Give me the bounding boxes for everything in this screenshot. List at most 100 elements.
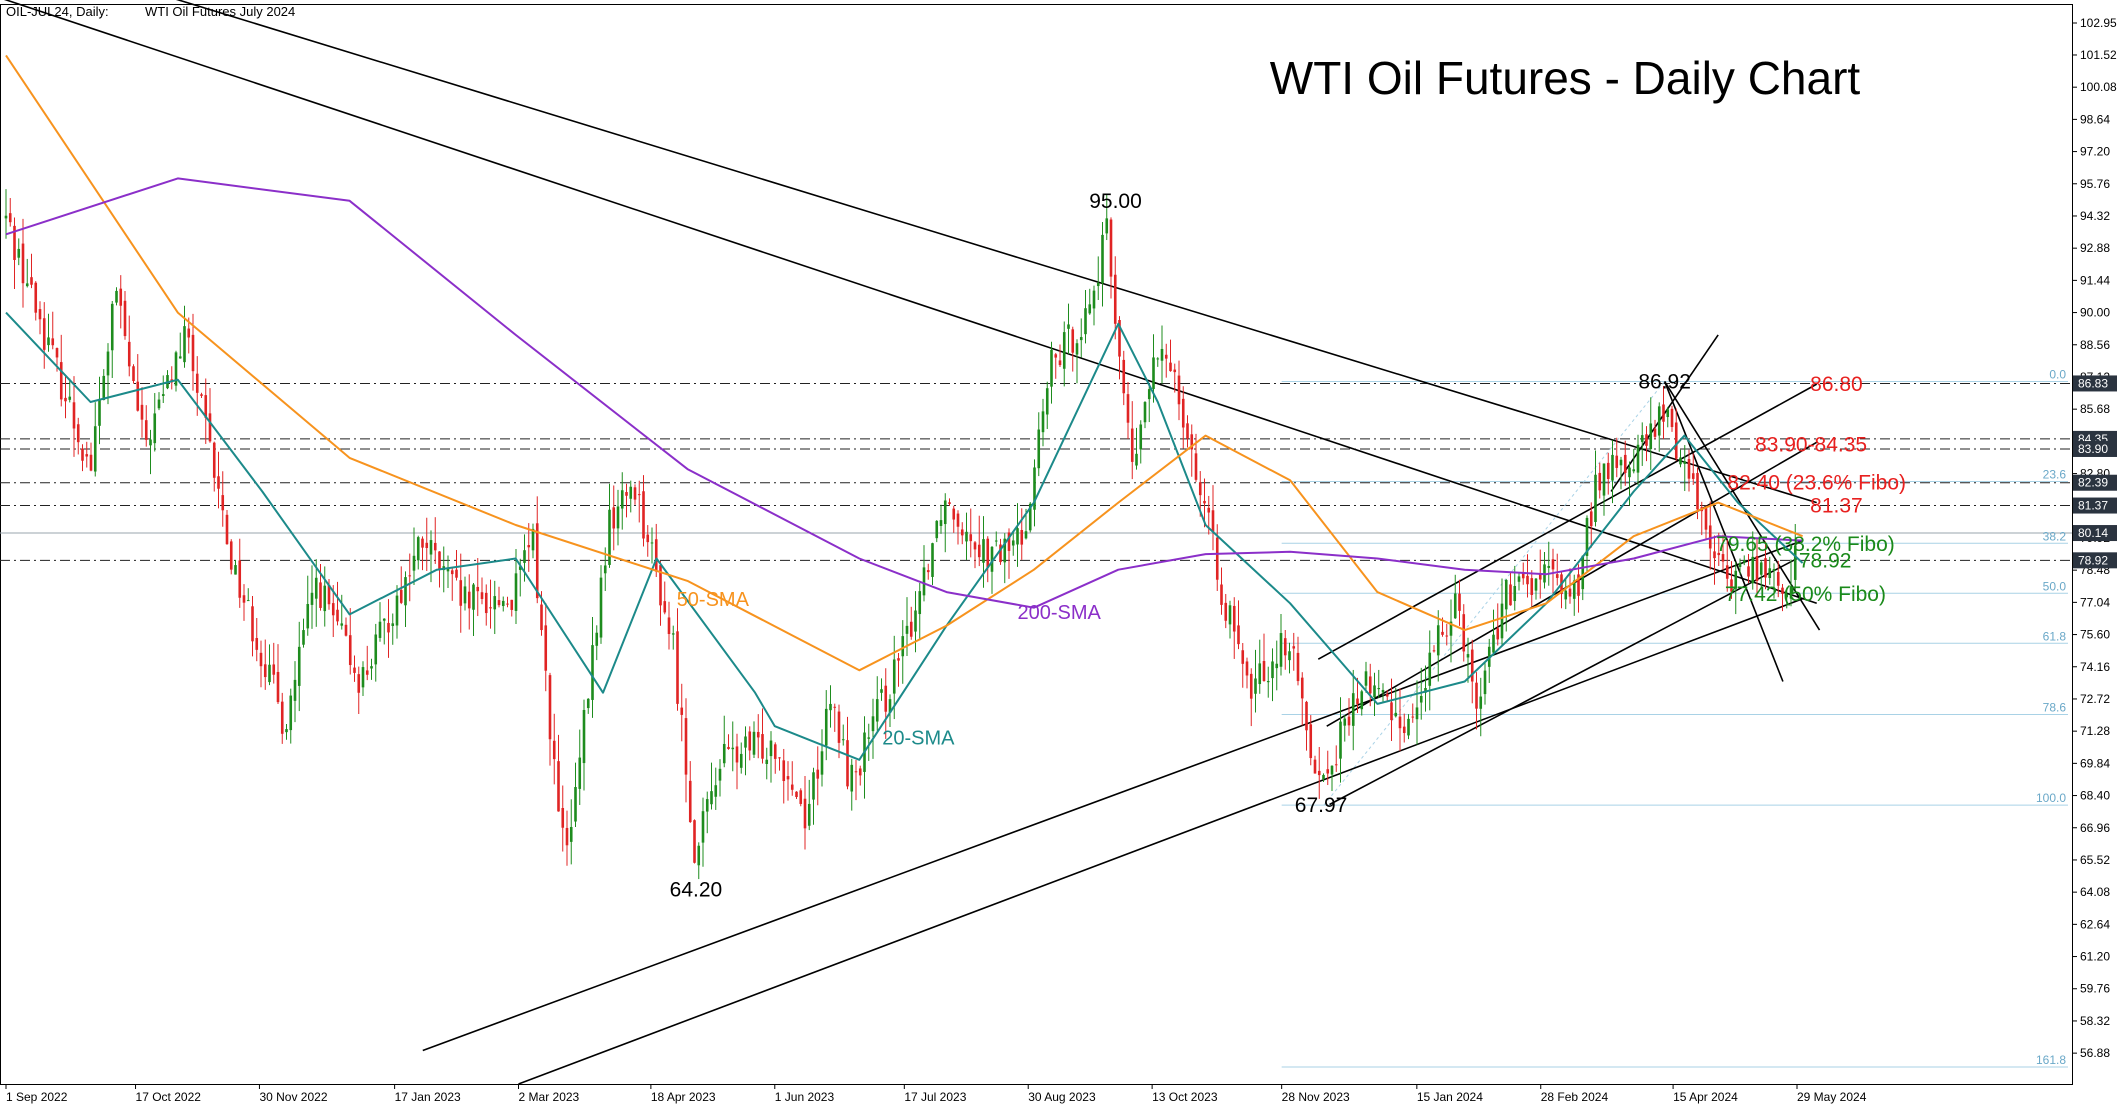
annotation-label: 83.90-84.35 xyxy=(1755,433,1867,456)
candle-body xyxy=(1113,274,1117,324)
candle-body xyxy=(1640,435,1644,442)
candle-body xyxy=(1436,625,1440,656)
candle-body xyxy=(361,667,365,688)
candle-body xyxy=(1730,579,1733,592)
candle-body xyxy=(238,560,242,598)
candle-body xyxy=(603,565,607,574)
candle-body xyxy=(1198,482,1202,496)
candle-body xyxy=(1721,554,1725,562)
candle-body xyxy=(574,786,577,822)
candle-body xyxy=(1517,576,1521,582)
candle-body xyxy=(790,784,794,790)
candle-body xyxy=(374,634,378,665)
candle-body xyxy=(1704,507,1708,530)
annotation-label: 67.97 xyxy=(1295,794,1348,817)
candle-body xyxy=(625,492,628,496)
candle-body xyxy=(931,543,934,577)
candle-body xyxy=(106,351,110,376)
candle-body xyxy=(259,652,263,667)
candle-body xyxy=(472,584,475,610)
candle-body xyxy=(1594,474,1597,522)
candle-body xyxy=(837,711,841,743)
candle-body xyxy=(1547,565,1551,568)
candle-body xyxy=(1538,573,1542,580)
candle-body xyxy=(110,303,114,351)
candle-body xyxy=(748,731,752,751)
candle-body xyxy=(38,309,42,320)
candle-body xyxy=(884,685,888,712)
candle-body xyxy=(591,645,594,700)
candle-body xyxy=(518,566,522,570)
annotation-label: 200-SMA xyxy=(1018,602,1102,624)
candle-body xyxy=(1164,354,1168,359)
candle-body xyxy=(1147,389,1151,400)
candle-body xyxy=(1666,409,1670,418)
candle-body xyxy=(225,514,229,545)
candle-body xyxy=(1300,677,1304,699)
candle-body xyxy=(293,679,297,701)
candle-body xyxy=(905,625,909,634)
candle-body xyxy=(552,740,556,760)
candle-body xyxy=(990,546,994,572)
price-mark-label: 81.37 xyxy=(2078,499,2108,513)
candle-body xyxy=(935,520,939,539)
candle-body xyxy=(1062,332,1066,369)
candle-body xyxy=(744,736,747,748)
candle-body xyxy=(1011,540,1015,546)
x-tick-label: 15 Apr 2024 xyxy=(1673,1090,1738,1104)
candle-body xyxy=(735,746,739,763)
candle-body xyxy=(1415,707,1419,720)
candle-body xyxy=(960,529,964,536)
candle-body xyxy=(1466,654,1470,658)
candle-body xyxy=(212,442,216,478)
candle-body xyxy=(157,399,161,409)
candle-body xyxy=(306,604,310,629)
y-tick-label: 58.32 xyxy=(2080,1014,2110,1028)
candle-body xyxy=(1296,652,1300,682)
candle-body xyxy=(714,785,718,797)
candle-body xyxy=(421,538,424,548)
candle-body xyxy=(1330,765,1334,775)
candle-body xyxy=(697,845,701,866)
candle-body xyxy=(81,448,84,461)
candle-body xyxy=(1530,578,1534,595)
y-tick-label: 56.88 xyxy=(2080,1046,2110,1060)
candle-body xyxy=(268,664,271,683)
x-tick-label: 28 Nov 2023 xyxy=(1282,1090,1350,1104)
candle-body xyxy=(548,675,552,740)
candle-body xyxy=(234,565,237,575)
candle-body xyxy=(710,791,713,805)
candle-body xyxy=(1483,670,1487,695)
candle-body xyxy=(319,582,322,608)
candle-body xyxy=(1577,574,1580,596)
candle-body xyxy=(1764,558,1767,578)
price-mark-label: 82.39 xyxy=(2078,476,2108,490)
candle-body xyxy=(892,659,896,694)
candle-body xyxy=(1088,304,1092,314)
x-tick-label: 30 Aug 2023 xyxy=(1028,1090,1096,1104)
candle-body xyxy=(450,570,454,575)
candle-body xyxy=(569,826,573,842)
candle-body xyxy=(1419,696,1423,703)
candle-body xyxy=(1407,718,1410,736)
y-tick-label: 95.76 xyxy=(2080,177,2110,191)
candle-body xyxy=(17,248,21,258)
candle-body xyxy=(752,731,756,755)
candle-body xyxy=(357,674,361,693)
candle-body xyxy=(115,290,118,303)
candle-body xyxy=(1623,454,1627,473)
candle-body xyxy=(255,638,259,650)
candle-body xyxy=(786,776,790,780)
candle-body xyxy=(183,326,186,363)
candle-body xyxy=(1368,676,1372,694)
candle-body xyxy=(1190,434,1194,450)
candle-body xyxy=(918,591,922,615)
candle-body xyxy=(1687,459,1691,479)
candle-body xyxy=(1130,428,1134,462)
candle-body xyxy=(1475,682,1478,709)
candle-body xyxy=(178,356,182,359)
candle-body xyxy=(1738,562,1742,567)
candle-body xyxy=(85,454,89,457)
candle-body xyxy=(76,424,80,443)
candle-body xyxy=(1708,525,1712,549)
